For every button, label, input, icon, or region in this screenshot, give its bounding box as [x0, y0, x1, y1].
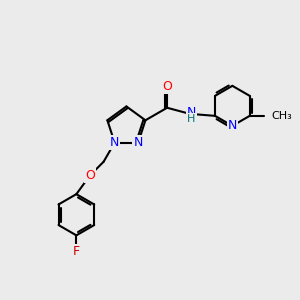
- Text: N: N: [228, 119, 237, 132]
- Text: N: N: [134, 136, 143, 149]
- Text: F: F: [73, 245, 80, 258]
- Text: CH₃: CH₃: [272, 111, 292, 121]
- Text: O: O: [85, 169, 95, 182]
- Text: N: N: [110, 136, 119, 149]
- Text: H: H: [187, 114, 196, 124]
- Text: N: N: [187, 106, 196, 118]
- Text: O: O: [162, 80, 172, 93]
